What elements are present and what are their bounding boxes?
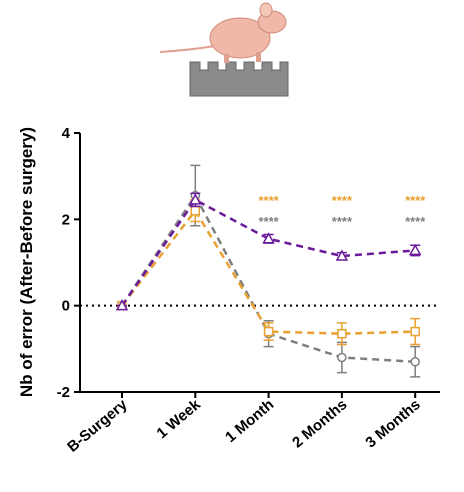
marker (115, 299, 129, 311)
mouse-body (209, 17, 271, 59)
series-line (120, 198, 416, 307)
significance-label: **** (405, 193, 426, 208)
mouse-leg (256, 52, 261, 62)
marker (263, 326, 274, 337)
y-tick-label: 4 (62, 125, 71, 142)
significance-label: **** (332, 193, 353, 208)
significance-label: **** (405, 214, 426, 229)
x-tick-label: B-Surgery (64, 396, 131, 456)
marker (337, 352, 347, 363)
mouse-tail (159, 45, 216, 53)
y-tick-label: 2 (62, 211, 70, 228)
marker (189, 193, 202, 205)
significance-label: **** (332, 214, 353, 229)
x-tick-label: 1 Month (222, 396, 277, 446)
y-axis-label: Nb of error (After-Before surgery) (17, 127, 36, 397)
marker (262, 232, 275, 244)
marker (410, 357, 420, 367)
y-tick-label: 0 (62, 298, 70, 315)
marker (408, 243, 422, 256)
x-tick-label: 3 Months (362, 396, 423, 451)
marker (335, 249, 349, 261)
significance-label: **** (258, 214, 279, 229)
x-tick-label: 2 Months (289, 396, 350, 451)
significance-label: **** (258, 193, 279, 208)
platform (189, 61, 289, 97)
mouse-ear (259, 2, 273, 18)
marker (337, 328, 347, 339)
marker (190, 205, 201, 216)
marker (410, 326, 420, 337)
mouse-illustration (159, 2, 289, 97)
y-tick-label: -2 (57, 384, 70, 401)
series-line (121, 208, 416, 335)
mouse-leg (224, 54, 229, 63)
x-tick-label: 1 Week (154, 396, 205, 442)
